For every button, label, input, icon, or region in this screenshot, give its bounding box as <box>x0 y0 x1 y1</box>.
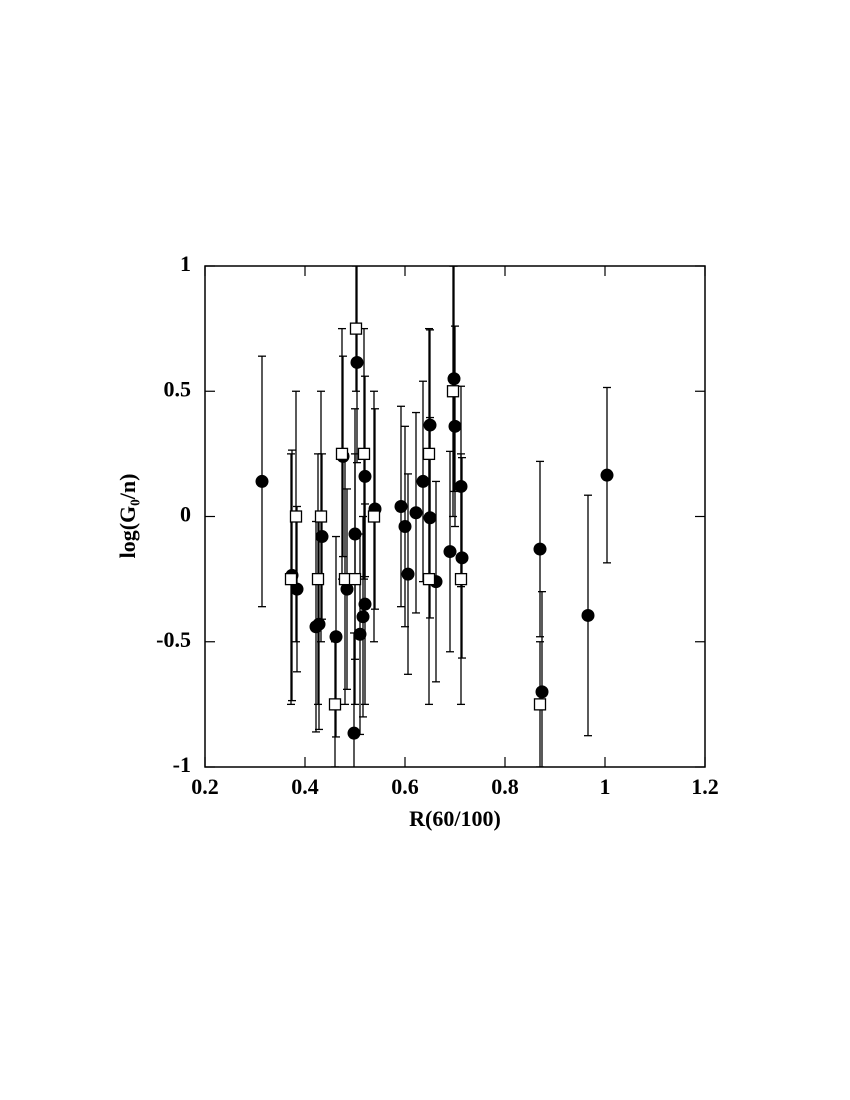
point <box>446 385 460 398</box>
point <box>416 474 430 488</box>
point <box>311 572 325 586</box>
y-tick-label: 0 <box>180 502 191 527</box>
point <box>340 582 354 596</box>
point <box>353 627 367 641</box>
point <box>535 685 549 699</box>
point <box>289 510 303 523</box>
point <box>356 610 370 624</box>
point <box>309 620 323 634</box>
y-tick-label: -0.5 <box>156 627 191 652</box>
point <box>533 542 547 556</box>
point <box>290 582 304 596</box>
point <box>600 468 614 482</box>
point <box>423 511 437 525</box>
point <box>394 499 408 513</box>
point <box>448 419 462 433</box>
point <box>401 567 415 581</box>
y-tick-label: 1 <box>180 251 191 276</box>
point <box>422 447 436 461</box>
point <box>347 726 361 740</box>
point <box>358 597 372 611</box>
point <box>335 447 349 461</box>
y-tick-label: 0.5 <box>164 376 192 401</box>
point <box>398 520 412 534</box>
plot-area <box>255 266 614 767</box>
y-tick-label: -1 <box>173 752 191 777</box>
x-tick-label: 0.2 <box>191 774 219 799</box>
x-tick-label: 1.2 <box>691 774 719 799</box>
point <box>357 447 371 461</box>
point <box>409 506 423 520</box>
point <box>447 372 461 386</box>
point <box>349 322 363 335</box>
x-tick-label: 0.6 <box>391 774 419 799</box>
point <box>348 527 362 541</box>
y-axis-label: log(G₀/n) <box>115 474 140 559</box>
point <box>454 572 468 586</box>
point <box>358 469 372 483</box>
point <box>367 510 381 523</box>
point <box>581 608 595 622</box>
point <box>348 572 362 586</box>
x-axis-label: R(60/100) <box>409 806 501 831</box>
point <box>255 474 269 488</box>
x-tick-label: 0.4 <box>291 774 319 799</box>
point <box>314 510 328 523</box>
point <box>423 418 437 432</box>
point <box>284 572 298 586</box>
point <box>455 551 469 565</box>
x-tick-label: 1 <box>600 774 611 799</box>
point <box>454 479 468 493</box>
point <box>533 698 547 711</box>
x-tick-label: 0.8 <box>491 774 519 799</box>
point <box>329 630 343 644</box>
point <box>328 698 342 711</box>
point <box>443 545 457 559</box>
point <box>350 355 364 369</box>
point <box>315 530 329 544</box>
point <box>422 572 436 586</box>
